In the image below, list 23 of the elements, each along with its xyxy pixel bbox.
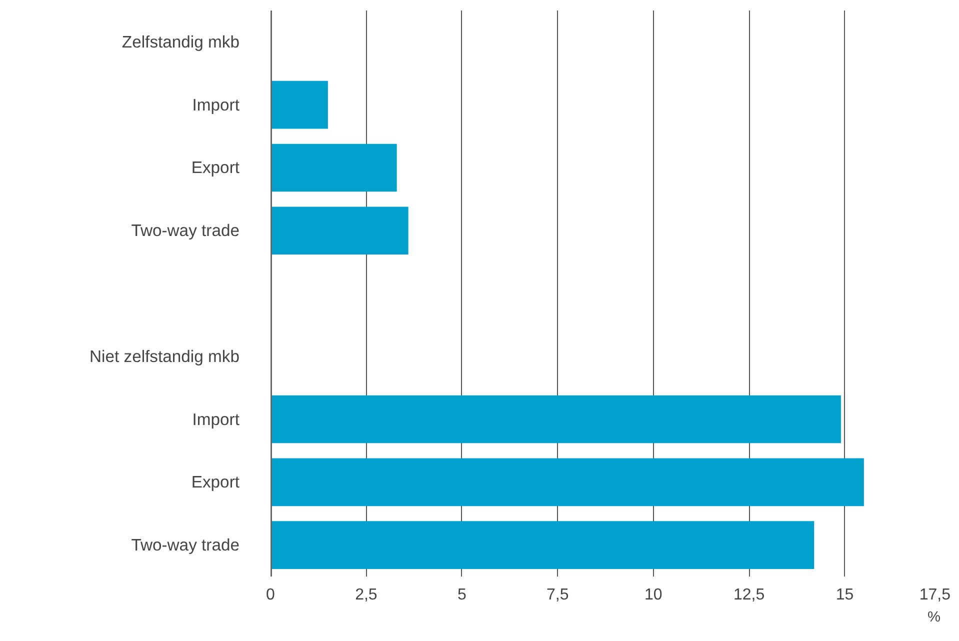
x-tick-label: 0 [266, 586, 276, 604]
bar [270, 206, 408, 255]
y-tick-label: Export [191, 472, 240, 492]
x-tick-label: 7,5 [546, 586, 569, 604]
x-axis-title: % [927, 610, 941, 626]
x-tick-label: 5 [457, 586, 466, 604]
y-tick-label: Niet zelfstandig mkb [90, 346, 240, 366]
x-tick-label: 2,5 [355, 586, 378, 604]
x-tick-label: 15 [836, 586, 854, 604]
y-tick-label: Two-way trade [131, 221, 240, 240]
y-tick-label: Import [192, 410, 240, 429]
bar [270, 395, 841, 444]
y-tick-label: Two-way trade [131, 536, 240, 555]
y-tick-label: Import [192, 95, 240, 114]
y-tick-label: Zelfstandig mkb [122, 32, 240, 52]
bar [270, 80, 328, 129]
bar [270, 521, 814, 569]
x-tick-label: 17,5 [919, 586, 951, 604]
x-tick-label: 10 [644, 586, 662, 604]
bar [270, 144, 397, 192]
bar [270, 458, 864, 506]
y-tick-label: Export [191, 158, 240, 178]
x-tick-label: 12,5 [734, 586, 765, 604]
